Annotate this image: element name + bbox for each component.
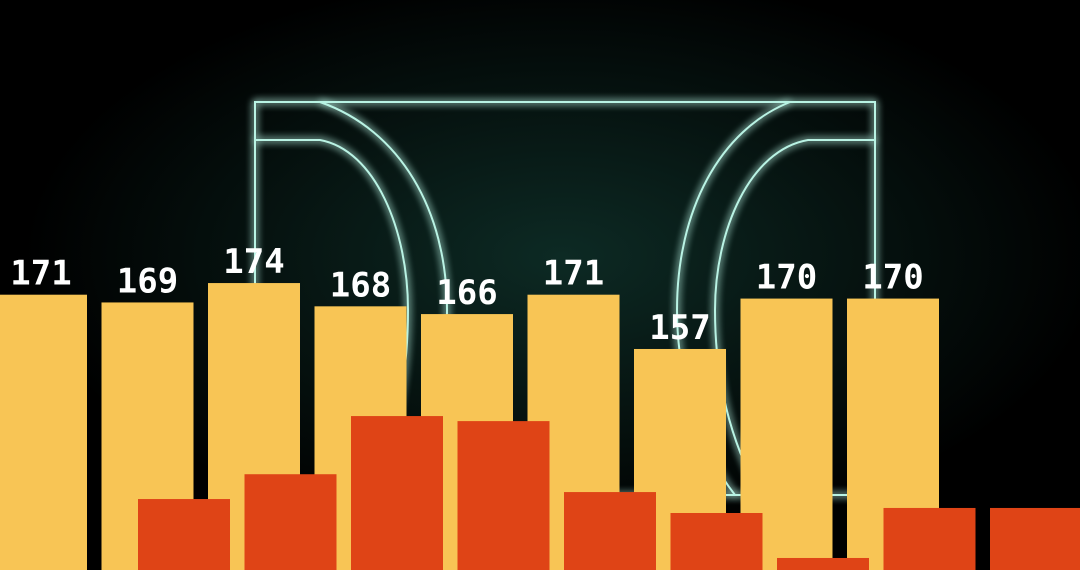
- data-label: 174: [223, 242, 284, 282]
- bar: [244, 474, 337, 570]
- bar: [0, 294, 87, 570]
- bar: [457, 421, 550, 570]
- bar: [670, 513, 763, 570]
- data-label: 171: [10, 254, 71, 294]
- data-label: 157: [649, 308, 710, 348]
- bar: [138, 499, 230, 570]
- data-label: 170: [756, 258, 817, 298]
- bar: [883, 507, 976, 570]
- data-label: 166: [436, 273, 497, 313]
- data-label: 169: [117, 261, 178, 301]
- bar: [564, 492, 656, 570]
- court-arc: [713, 139, 875, 496]
- bars: 171 169 174 168 166 171 157 170 170: [0, 242, 1080, 570]
- bar: [351, 416, 443, 570]
- bar: [990, 507, 1080, 570]
- data-label: 171: [543, 254, 604, 294]
- bar: [777, 557, 869, 570]
- data-label: 170: [862, 258, 923, 298]
- data-label: 168: [330, 265, 391, 305]
